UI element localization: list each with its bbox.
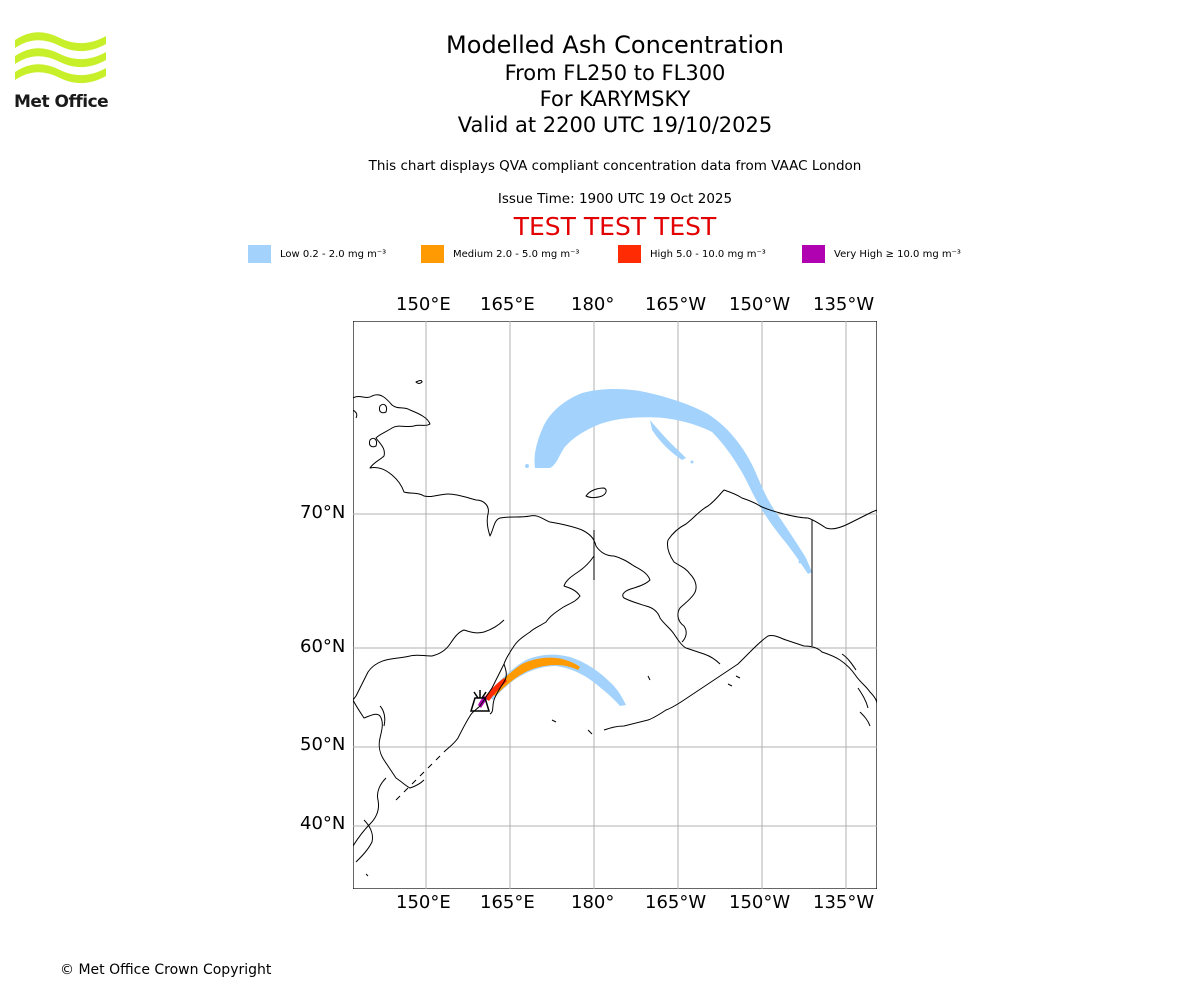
legend-swatch-high [618,245,641,263]
copyright-notice: © Met Office Crown Copyright [60,962,272,978]
lat-label: 70°N [300,502,346,523]
lat-label: 60°N [300,636,346,657]
valid-time: Valid at 2200 UTC 19/10/2025 [457,113,773,137]
lon-label-bottom: 165°E [480,892,535,913]
lon-label-bottom: 165°W [645,892,707,913]
lon-label-top: 150°W [729,294,791,315]
chart-description: This chart displays QVA compliant concen… [368,158,862,174]
test-banner: TEST TEST TEST [513,212,717,241]
lat-label: 40°N [300,813,346,834]
lon-label-bottom: 135°W [813,892,875,913]
ash-low-region [525,388,812,574]
lon-label-top: 180° [571,294,615,315]
graticule [353,321,877,889]
met-office-logo: Met Office [14,30,109,112]
lon-label-bottom: 180° [571,892,615,913]
legend-label-low: Low 0.2 - 2.0 mg m⁻³ [280,248,387,260]
lon-label-top: 165°E [480,294,535,315]
lon-label-top: 165°W [645,294,707,315]
legend-swatch-very-high [802,245,825,263]
ash-map [353,321,877,889]
issue-time: Issue Time: 1900 UTC 19 Oct 2025 [497,191,733,207]
lon-label-bottom: 150°E [396,892,451,913]
lon-label-top: 150°E [396,294,451,315]
lon-label-bottom: 150°W [729,892,791,913]
ash-medium-region [490,657,580,696]
legend-item-high: High 5.0 - 10.0 mg m⁻³ [618,244,766,264]
legend-item-very-high: Very High ≥ 10.0 mg m⁻³ [802,244,961,264]
lon-label-top: 135°W [813,294,875,315]
lat-label: 50°N [300,734,346,755]
volcano-name: For KARYMSKY [539,87,691,111]
logo-text: Met Office [14,92,109,112]
legend-label-very-high: Very High ≥ 10.0 mg m⁻³ [834,248,961,260]
legend-swatch-medium [421,245,444,263]
volcano-icon [469,690,491,712]
chart-titles: Modelled Ash Concentration From FL250 to… [300,30,930,138]
legend-swatch-low [248,245,271,263]
legend-label-high: High 5.0 - 10.0 mg m⁻³ [650,248,766,260]
political-borders [593,520,813,646]
met-office-waves-icon [15,32,106,84]
flight-levels: From FL250 to FL300 [504,61,726,85]
legend-item-low: Low 0.2 - 2.0 mg m⁻³ [248,244,386,264]
legend-item-medium: Medium 2.0 - 5.0 mg m⁻³ [421,244,579,264]
coastlines [353,380,877,877]
ash-high-region [484,678,507,701]
chart-title: Modelled Ash Concentration [446,31,784,59]
legend-label-medium: Medium 2.0 - 5.0 mg m⁻³ [453,248,580,260]
